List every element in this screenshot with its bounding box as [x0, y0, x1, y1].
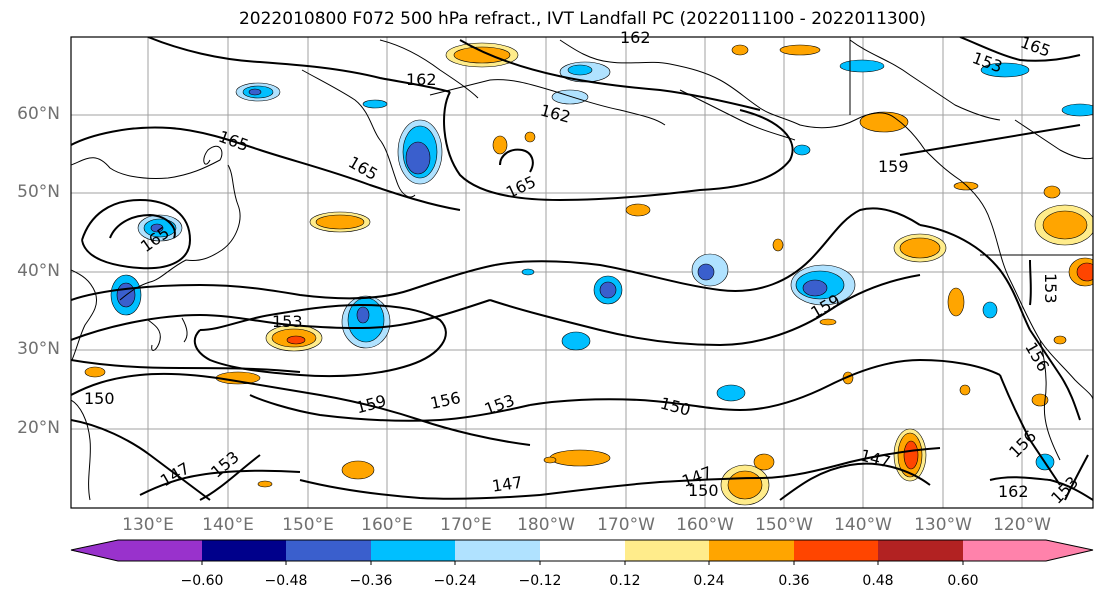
lat-label-50n: 50°N: [17, 182, 60, 202]
contour-label: 162: [406, 70, 437, 89]
shade-blob: [839, 59, 885, 73]
lon-label-160w: 160°W: [676, 515, 734, 535]
lon-label-160e: 160°E: [361, 515, 413, 535]
shade-blob: [567, 64, 593, 76]
shade-blob: [697, 263, 715, 281]
lat-label-20n: 20°N: [17, 418, 60, 438]
contour-label: 162: [620, 28, 651, 47]
map-frame: [70, 36, 1094, 509]
map-title: 2022010800 F072 500 hPa refract., IVT La…: [238, 9, 926, 29]
shade-blob: [1031, 393, 1049, 407]
shade-blob: [315, 214, 365, 230]
shade-blob: [625, 203, 651, 217]
lon-label-130e: 130°E: [122, 515, 174, 535]
contour-label: 153: [272, 312, 303, 331]
shade-blob: [772, 238, 784, 252]
contour-label: 150: [688, 481, 719, 500]
colorbar-label: 0.48: [862, 573, 894, 589]
shade-blob: [356, 306, 370, 324]
shade-blob: [1061, 103, 1093, 117]
shade-blob: [521, 268, 535, 276]
contour-label: 162: [998, 482, 1029, 501]
shade-blob: [859, 111, 909, 133]
shade-blob: [716, 384, 746, 402]
lon-label-170e: 170°E: [440, 515, 492, 535]
shade-blob: [524, 131, 536, 143]
shade-blob: [947, 287, 965, 317]
shade-blob: [492, 135, 508, 155]
shade-blob: [903, 440, 919, 470]
shade-blob: [819, 318, 837, 326]
lon-label-170w: 170°W: [597, 515, 655, 535]
lon-label-180w: 180°W: [517, 515, 575, 535]
lon-label-130w: 130°W: [914, 515, 972, 535]
colorbar-label: −0.48: [264, 573, 308, 589]
colorbar-label: −0.12: [518, 573, 562, 589]
shade-blob: [405, 141, 431, 175]
coastlines: [71, 37, 1093, 501]
lon-label-140e: 140°E: [202, 515, 254, 535]
shade-blob: [753, 453, 775, 471]
shade-blob: [779, 44, 821, 56]
colorbar-label: −0.60: [180, 573, 224, 589]
shade-blob: [257, 480, 273, 488]
shade-blob: [599, 281, 617, 299]
shade-blob: [84, 366, 106, 378]
lon-label-120w: 120°W: [993, 515, 1051, 535]
shade-blob: [1042, 210, 1088, 240]
lon-label-150e: 150°E: [282, 515, 334, 535]
shade-blob: [802, 279, 828, 297]
lon-label-150w: 150°W: [755, 515, 813, 535]
shade-blob: [561, 331, 591, 351]
lon-label-140w: 140°W: [834, 515, 892, 535]
shade-blob: [980, 62, 1030, 78]
colorbar-label: 0.60: [947, 573, 979, 589]
lat-label-40n: 40°N: [17, 261, 60, 281]
shade-blob: [543, 456, 557, 464]
shade-blob: [1053, 335, 1067, 345]
colorbar-label: −0.36: [349, 573, 393, 589]
shade-blob: [341, 460, 375, 480]
colorbar-label: 0.36: [778, 573, 810, 589]
colorbar-label: 0.12: [609, 573, 641, 589]
contour-label: 150: [84, 389, 115, 408]
contour-label: 153: [1041, 273, 1060, 304]
lat-label-60n: 60°N: [17, 104, 60, 124]
shade-blob: [1043, 185, 1061, 199]
shade-blob: [286, 335, 306, 345]
shade-blob: [953, 181, 979, 191]
lat-label-30n: 30°N: [17, 339, 60, 359]
refractivity-contours: [71, 37, 1093, 501]
shade-blob: [150, 223, 164, 233]
shade-blob: [793, 144, 811, 156]
shade-blob: [731, 44, 749, 56]
shade-blob: [549, 449, 611, 467]
shade-blob: [453, 46, 511, 64]
shade-blob: [362, 99, 388, 109]
shade-blob: [248, 88, 262, 96]
colorbar-label: −0.24: [433, 573, 477, 589]
shade-blob: [959, 384, 971, 396]
contour-label: 159: [878, 157, 909, 176]
shade-blob: [727, 470, 763, 500]
contour-label: 147: [491, 473, 524, 496]
shade-blob: [1076, 262, 1093, 282]
colorbar-label: 0.24: [693, 573, 725, 589]
shade-blob: [982, 301, 998, 319]
gridlines: [71, 37, 1093, 508]
shade-blob: [899, 237, 941, 259]
